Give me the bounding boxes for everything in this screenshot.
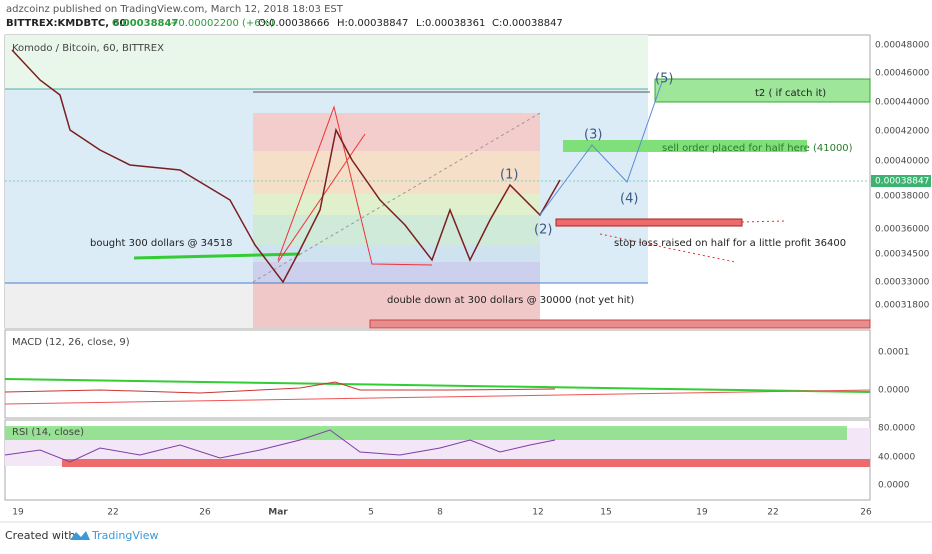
rsi-axis: 40.0000 [878,453,915,463]
zone [5,35,648,89]
x-axis-label: 19 [696,508,708,518]
logo [70,531,90,540]
change: +0.00002200 (+6%) [170,18,274,29]
macd-label: MACD (12, 26, close, 9) [12,337,130,348]
x-axis-label: 15 [600,508,611,518]
price-line [11,49,561,284]
price-axis-label: 0.00042000 [875,127,930,137]
fib-band [253,262,540,283]
x-axis-label: 22 [107,508,118,518]
macd-axis: 0.0001 [878,348,910,358]
open: O:0.00038666 [258,18,330,29]
x-axis-label: Mar [268,508,288,518]
x-axis-label: 26 [199,508,211,518]
fib-band [253,194,540,215]
fib-band [253,215,540,245]
wave-label: (4) [620,192,638,207]
sell-box [563,140,807,152]
close: C:0.00038847 [492,18,563,29]
target-box [654,78,871,103]
annotation: stop loss raised on half for a little pr… [614,238,846,249]
price-axis-label: 0.00034500 [875,250,930,260]
publisher: adzcoinz published on TradingView.com, M… [6,4,344,15]
x-axis-label: 19 [12,508,24,518]
price-axis-label: 0.00033000 [875,278,930,288]
fib-band [253,245,540,262]
wave-path [539,81,663,216]
price-axis-label: 0.00031800 [875,301,930,311]
rsi-line [4,429,556,463]
price: 0.00038847 [112,18,178,29]
last-price: 0.00038847 [875,177,929,187]
low: L:0.00038361 [416,18,485,29]
pattern [277,133,366,263]
high: H:0.00038847 [337,18,408,29]
annotation: t2 ( if catch it) [755,88,826,99]
wave-label: (3) [584,128,602,143]
macd-axis: 0.0000 [878,386,910,396]
x-axis-label: 5 [368,508,374,518]
wave-label: (2) [534,223,552,238]
stop-box [555,218,743,227]
wave-label: (5) [655,72,673,87]
footer-brand: TradingView [91,529,158,542]
pattern [277,105,433,266]
macd-line [4,378,871,393]
trend [252,112,541,283]
chart-title: Komodo / Bitcoin, 60, BITTREX [12,43,164,54]
price-axis-label: 0.00046000 [875,69,930,79]
price-axis-label: 0.00048000 [875,41,930,51]
price-axis-label: 0.00038000 [875,192,930,202]
x-axis-label: 22 [767,508,778,518]
zone [5,283,253,328]
last-price-tag [871,175,931,187]
price-axis-label: 0.00040000 [875,157,930,167]
wave-label: (1) [500,168,518,183]
macd-signal [4,381,556,394]
annotation: sell order placed for half here (41000) [662,143,853,154]
rsi-box [5,426,847,440]
rsi-axis: 0.0000 [878,481,910,491]
box [369,319,871,329]
macd-pane [4,329,871,419]
stop-line [741,220,787,223]
macd-line [4,389,871,405]
x-axis-label: 26 [860,508,872,518]
x-axis-label: 12 [532,508,543,518]
annotation: double down at 300 dollars @ 30000 (not … [387,295,634,306]
annotation: bought 300 dollars @ 34518 [90,238,233,249]
price-axis-label: 0.00044000 [875,98,930,108]
symbol: BITTREX:KMDBTC, 60 [6,18,126,29]
x-axis-label: 8 [437,508,443,518]
price-axis-label: 0.00036000 [875,225,930,235]
rsi-label: RSI (14, close) [12,427,84,438]
fib-band [253,151,540,194]
rsi-box [62,459,870,467]
footer-created: Created with [5,529,75,542]
rsi-axis: 80.0000 [878,424,915,434]
buy-line [133,252,301,260]
fib-band [253,113,540,151]
